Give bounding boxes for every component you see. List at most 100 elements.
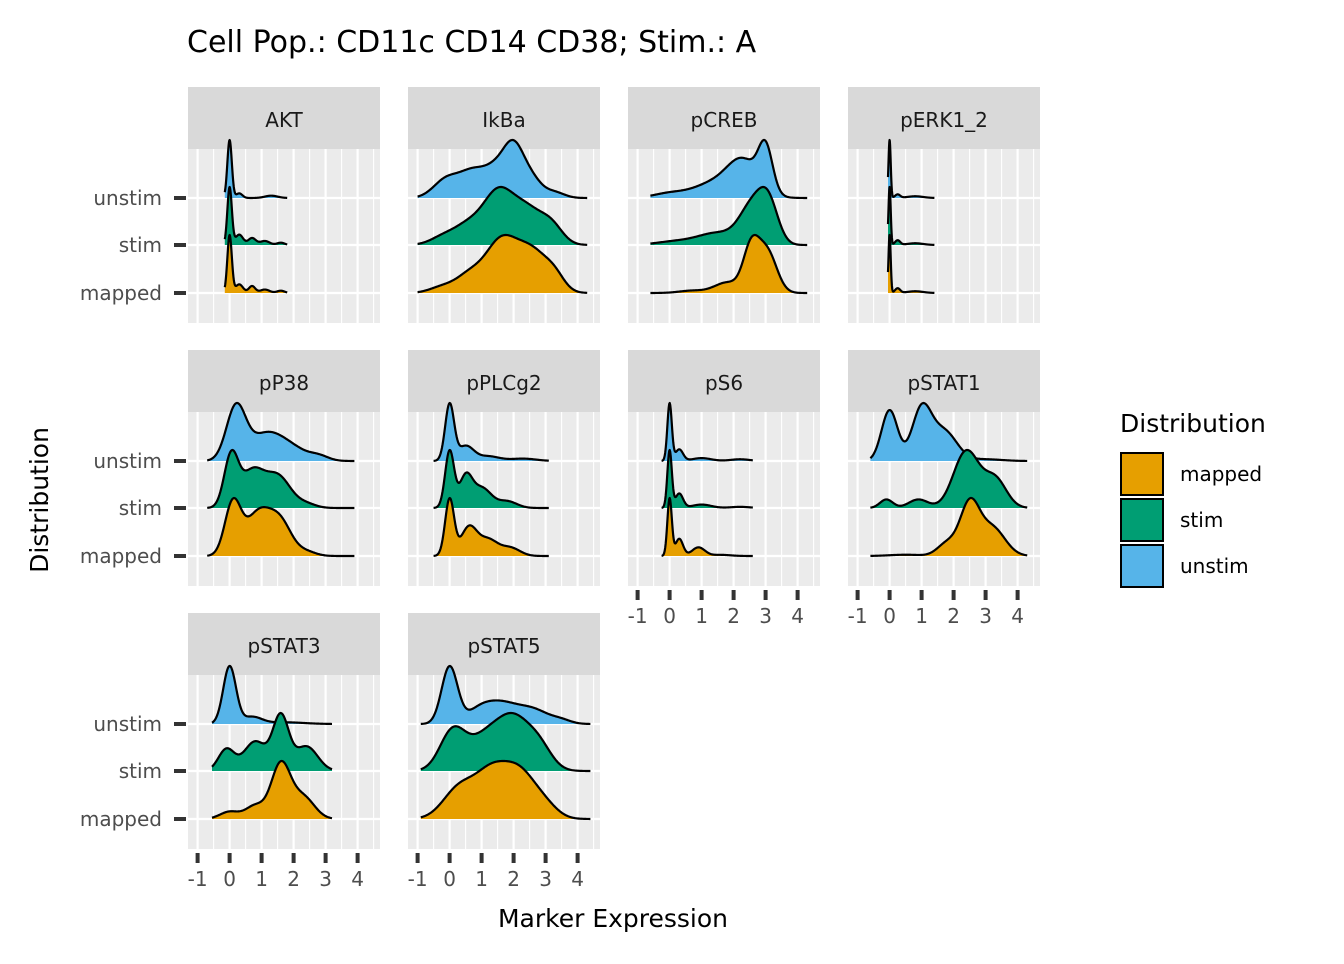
facet-akt: AKT: [188, 87, 380, 323]
y-tick-label: unstim: [93, 449, 162, 473]
ridge-line-stim: [650, 185, 808, 247]
x-tick-label: -1: [408, 867, 428, 891]
x-tick-label: 0: [663, 604, 676, 628]
ridge-fill-stim: [212, 713, 332, 771]
ridge-line-mapped: [420, 759, 591, 821]
ridge-fill-stim: [650, 187, 808, 245]
facet-strip: [188, 613, 380, 675]
facet-strip-label: pP38: [259, 371, 309, 395]
x-tick-label: 2: [287, 867, 300, 891]
legend-label-stim: stim: [1180, 508, 1223, 532]
x-tick-label: 3: [759, 604, 772, 628]
y-tick-label: stim: [119, 496, 162, 520]
x-tick-label: 1: [475, 867, 488, 891]
ridge-fill-mapped: [212, 761, 332, 819]
ridge-line-unstim: [211, 664, 333, 726]
legend-label-mapped: mapped: [1180, 462, 1262, 486]
facet-strip-label: pSTAT5: [467, 634, 540, 658]
ridge-line-stim: [433, 448, 550, 510]
panel-background: [188, 149, 380, 323]
ridge-fill-mapped: [207, 498, 355, 556]
ridge-line-mapped: [886, 233, 936, 294]
y-tick-label: stim: [119, 233, 162, 257]
ridge-line-unstim: [886, 138, 936, 199]
x-tick-label: 1: [915, 604, 928, 628]
facet-strip: [848, 350, 1040, 412]
y-tick-label: unstim: [93, 186, 162, 210]
facet-strip: [188, 350, 380, 412]
x-tick-label: 2: [507, 867, 520, 891]
x-tick-label: 3: [979, 604, 992, 628]
x-tick-label: -1: [848, 604, 868, 628]
grid-lines: [848, 149, 1040, 323]
facet-strip-label: pSTAT1: [907, 371, 980, 395]
ridge-line-mapped: [211, 759, 333, 820]
ridge-fill-mapped: [870, 498, 1028, 556]
ridge-fill-unstim: [650, 140, 808, 198]
ridge-line-mapped: [223, 233, 288, 294]
ridge-fill-stim: [420, 713, 591, 771]
legend-title: Distribution: [1120, 409, 1266, 438]
x-tick-label: 1: [255, 867, 268, 891]
ridge-fill-stim: [417, 187, 588, 245]
facet-panels: AKT IkBa pCREB pERK1_2 pP38 pPLCg2 pS6 pSTAT1 pS…: [188, 87, 1040, 849]
ridge-line-stim: [870, 448, 1028, 509]
facet-pp38: pP38: [188, 350, 380, 586]
ridge-line-mapped: [206, 496, 355, 558]
ridge-line-stim: [661, 448, 754, 509]
facet-pcreb: pCREB: [628, 87, 820, 323]
panel-background: [848, 149, 1040, 323]
facet-pstat3: pSTAT3: [188, 613, 380, 849]
ridge-line-mapped: [870, 496, 1028, 557]
x-tick-label: 4: [1011, 604, 1024, 628]
facet-ikba: IkBa: [408, 87, 600, 323]
x-tick-label: 4: [351, 867, 364, 891]
ridge-fill-unstim: [207, 403, 355, 461]
x-tick-label: 4: [791, 604, 804, 628]
panel-background: [408, 412, 600, 586]
facet-strip: [628, 87, 820, 149]
ridge-line-unstim: [433, 401, 550, 462]
ridge-line-stim: [223, 185, 288, 246]
ridge-fill-mapped: [433, 498, 549, 556]
ridge-line-mapped: [433, 496, 550, 558]
legend: Distribution mapped stim unstim: [1120, 409, 1266, 588]
legend-label-unstim: unstim: [1180, 554, 1249, 578]
y-tick-label: unstim: [93, 712, 162, 736]
ridge-fill-stim: [870, 450, 1028, 508]
facet-strip-label: IkBa: [482, 108, 525, 132]
facet-ps6: pS6: [628, 350, 820, 586]
ridge-line-unstim: [417, 138, 588, 200]
ridge-line-stim: [420, 711, 591, 773]
x-axes: -1 0 1 2 3 4 -1 0 1 2 3 4-1 0 1 2 3 4 -1 0 1 2 3 4: [188, 590, 1024, 891]
ridge-line-stim: [211, 711, 333, 771]
facet-strip-label: pPLCg2: [466, 371, 541, 395]
facet-perk1-2: pERK1_2: [848, 87, 1040, 323]
ridge-line-unstim: [223, 138, 288, 200]
facet-strip-label: pS6: [705, 371, 743, 395]
x-tick-label: 0: [223, 867, 236, 891]
facet-strip-label: pCREB: [691, 108, 758, 132]
facet-pstat5: pSTAT5: [408, 613, 600, 849]
ridge-line-unstim: [206, 401, 355, 463]
ridge-line-stim: [206, 448, 355, 510]
facet-strip: [188, 87, 380, 149]
x-tick-label: 2: [947, 604, 960, 628]
x-axis-title: Marker Expression: [498, 904, 728, 933]
facet-strip: [628, 350, 820, 412]
ridge-line-stim: [886, 185, 936, 246]
y-tick-label: mapped: [80, 544, 162, 568]
legend-swatch-mapped: [1120, 452, 1164, 496]
legend-swatch-unstim: [1120, 544, 1164, 588]
ridge-fill-unstim: [420, 666, 591, 724]
ridge-line-unstim: [650, 138, 808, 200]
x-tick-label: -1: [188, 867, 208, 891]
x-tick-label: 3: [319, 867, 332, 891]
facet-strip: [408, 613, 600, 675]
y-tick-label: mapped: [80, 807, 162, 831]
x-tick-label: -1: [628, 604, 648, 628]
ridge-fill-unstim: [870, 403, 1028, 461]
ridge-line-mapped: [650, 233, 808, 295]
facet-pplcg2: pPLCg2: [408, 350, 600, 586]
